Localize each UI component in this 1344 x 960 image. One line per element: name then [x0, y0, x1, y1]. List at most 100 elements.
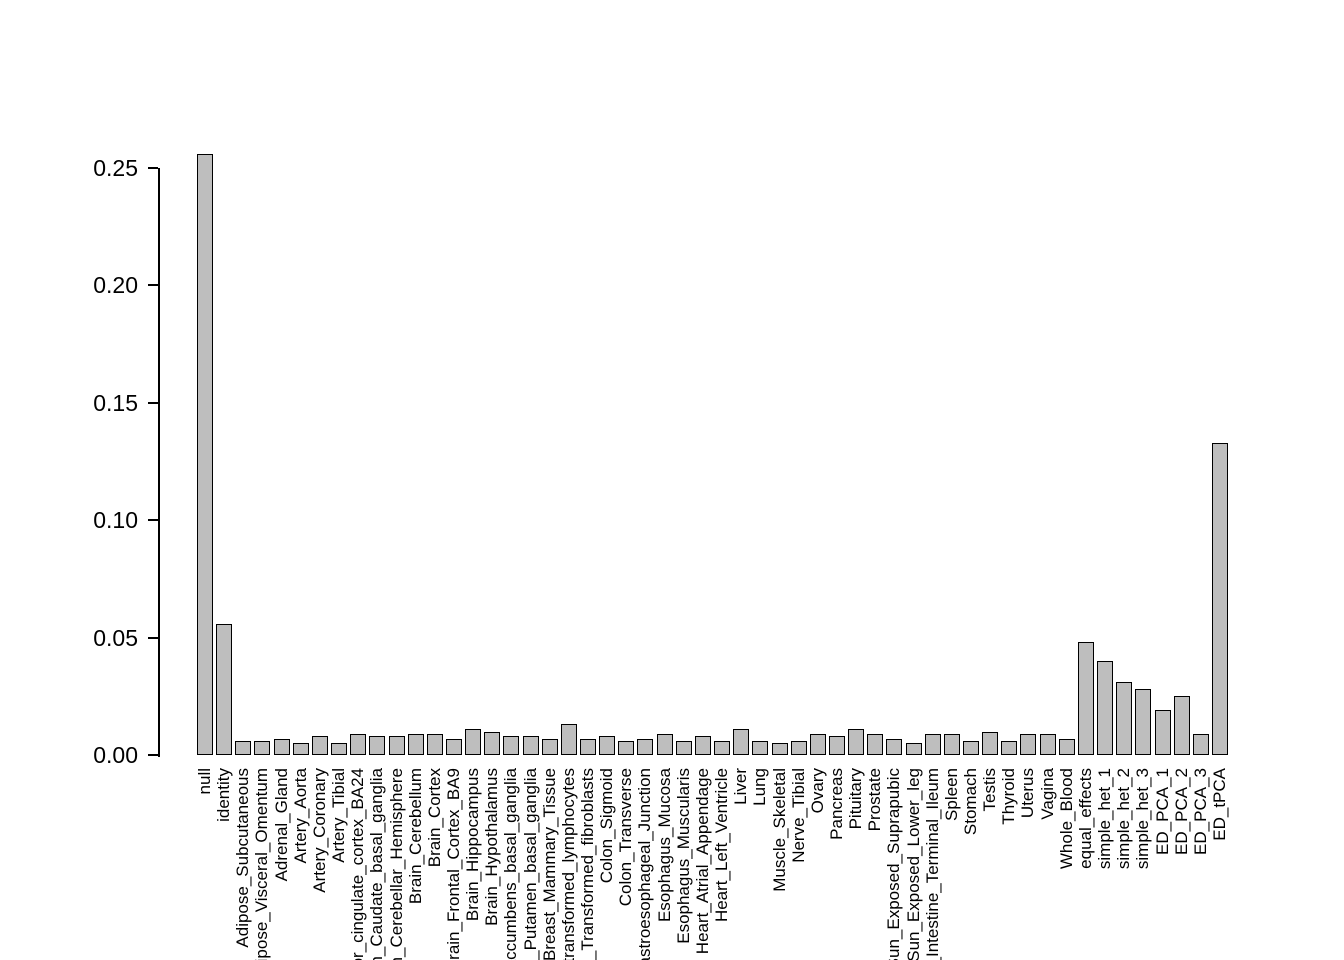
x-tick-label: Brain_Putamen_basal_ganglia — [520, 768, 540, 960]
x-tick-label: Brain_Cerebellum — [405, 768, 425, 905]
x-tick-label: Esophagus_Gastroesophageal_Junction — [635, 768, 655, 960]
bar — [599, 736, 616, 755]
bar — [924, 733, 941, 755]
bar — [1039, 733, 1056, 755]
bar — [733, 729, 750, 755]
bar — [388, 736, 405, 755]
bar — [580, 738, 596, 755]
bar — [503, 736, 520, 755]
x-tick-label: Vagina — [1037, 768, 1057, 820]
y-tick — [148, 519, 158, 522]
bar — [426, 733, 443, 755]
x-tick-label: Adrenal_Gland — [271, 768, 291, 882]
bar — [963, 740, 979, 755]
x-tick-label: Brain_Hippocampus — [463, 768, 483, 922]
bar — [1211, 442, 1228, 755]
y-axis-line — [158, 168, 160, 757]
y-tick — [148, 284, 158, 287]
y-tick-label: 0.25 — [93, 155, 138, 181]
bar — [905, 743, 922, 755]
x-tick-label: Brain_Cortex — [424, 768, 444, 868]
bar — [292, 743, 309, 755]
bar — [714, 740, 731, 755]
bar — [254, 740, 271, 755]
x-tick-label: Pituitary — [846, 768, 866, 830]
bar — [675, 740, 692, 755]
x-tick-label: Brain_Cerebellar_Hemisphere — [386, 768, 406, 960]
x-tick-label: Heart_Atrial_Appendage — [692, 768, 712, 955]
bar — [752, 740, 769, 755]
bar — [216, 623, 233, 755]
bar — [694, 736, 711, 755]
bar — [369, 736, 386, 755]
x-tick-label: ED_PCA_1 — [1152, 768, 1172, 855]
x-tick-label: Brain_Nucleus_accumbens_basal_ganglia — [501, 768, 521, 960]
bar — [1077, 642, 1094, 755]
x-tick-label: equal_effects — [1075, 768, 1095, 869]
bar — [637, 738, 654, 755]
y-tick-label: 0.15 — [93, 389, 138, 416]
x-tick-label: Cells_Transformed_fibroblasts — [578, 768, 597, 960]
x-tick-label: simple_het_1 — [1095, 768, 1115, 870]
bar — [560, 724, 577, 755]
bar — [484, 731, 501, 755]
bar — [656, 733, 673, 755]
y-tick-label: 0.05 — [93, 624, 138, 651]
x-tick-label: ED_PCA_3 — [1190, 768, 1210, 855]
bar — [541, 738, 558, 755]
bar — [445, 738, 462, 755]
x-tick-label: Cells_EBV-transformed_lymphocytes — [558, 768, 578, 960]
x-tick-label: Lung — [750, 768, 770, 806]
x-tick-label: null — [195, 768, 214, 795]
bar — [790, 740, 807, 755]
bar — [1097, 661, 1114, 755]
x-tick-label: Brain_Hypothalamus — [482, 768, 502, 926]
x-tick-label: Small_Intestine_Terminal_Ileum — [922, 768, 942, 960]
bar — [1001, 740, 1018, 755]
bar — [809, 733, 826, 755]
x-tick-label: Ovary — [807, 768, 827, 814]
bar — [311, 736, 328, 755]
bar — [1058, 738, 1075, 755]
x-tick-label: ED_PCA_2 — [1171, 768, 1191, 855]
y-tick — [148, 167, 158, 169]
bar — [1192, 733, 1209, 755]
x-tick-label: Nerve_Tibial — [788, 768, 808, 863]
y-tick — [148, 636, 158, 639]
x-tick-label: Skin_Sun_Exposed_Lower_leg — [903, 768, 923, 960]
x-tick-label: Liver — [731, 768, 751, 805]
bar — [407, 733, 424, 755]
bar — [886, 738, 903, 755]
bar — [522, 736, 539, 755]
bar — [350, 733, 367, 755]
x-tick-label: Prostate — [865, 768, 885, 832]
x-tick-label: identity — [214, 768, 234, 822]
bar — [235, 740, 252, 755]
x-tick-label: Uterus — [1018, 768, 1038, 819]
x-tick-label: ED_tPCA — [1209, 768, 1229, 841]
bar — [828, 736, 845, 755]
x-tick-label: Skin_Not_Sun_Exposed_Suprapubic — [884, 768, 904, 960]
x-tick-label: Whole_Blood — [1056, 768, 1076, 870]
x-tick-label: Artery_Tibial — [329, 768, 349, 863]
x-tick-label: Brain_Frontal_Cortex_BA9 — [443, 768, 463, 960]
bar — [1135, 689, 1152, 755]
x-tick-label: Muscle_Skeletal — [769, 768, 789, 892]
bar — [848, 729, 865, 755]
y-tick — [148, 754, 158, 756]
bar — [1020, 733, 1037, 755]
x-tick-label: Thyroid — [999, 768, 1019, 825]
x-tick-label: Pancreas — [826, 768, 846, 840]
bar — [197, 153, 213, 755]
x-tick-label: Brain_Caudate_basal_ganglia — [367, 768, 387, 960]
bar — [618, 740, 635, 755]
x-tick-label: Artery_Coronary — [309, 768, 329, 893]
y-tick-label: 0.00 — [93, 742, 138, 768]
y-tick — [148, 401, 158, 404]
x-tick-label: Stomach — [961, 768, 980, 836]
bar — [867, 733, 884, 755]
bar — [273, 738, 290, 755]
bar — [771, 743, 788, 755]
bar — [1154, 710, 1171, 755]
